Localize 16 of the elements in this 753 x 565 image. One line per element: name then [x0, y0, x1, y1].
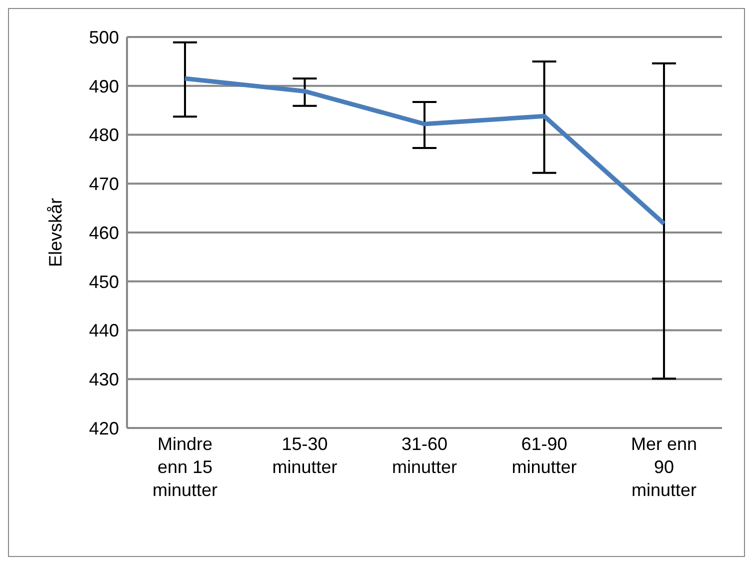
x-tick-label: 61-90 minutter	[512, 434, 577, 477]
line-series	[182, 76, 666, 226]
x-tick-label: Mindre enn 15 minutter	[152, 434, 218, 500]
y-tick-label: 480	[88, 125, 119, 146]
x-tick-label: 15-30 minutter	[272, 434, 338, 477]
y-tick-label: 490	[88, 76, 119, 96]
x-tick-label: Mer enn 90 minutter	[630, 434, 698, 500]
y-tick-label: 450	[88, 272, 119, 292]
x-tick-label: 31-60 minutter	[392, 434, 458, 477]
y-tick-label: 470	[88, 174, 119, 194]
y-tick-label: 500	[88, 27, 119, 48]
y-tick-label: 420	[88, 418, 119, 438]
y-tick-label: 440	[88, 320, 119, 341]
y-axis-title: Elevskår	[45, 198, 66, 268]
y-tick-label: 460	[88, 222, 119, 243]
y-tick-label: 430	[88, 370, 119, 390]
